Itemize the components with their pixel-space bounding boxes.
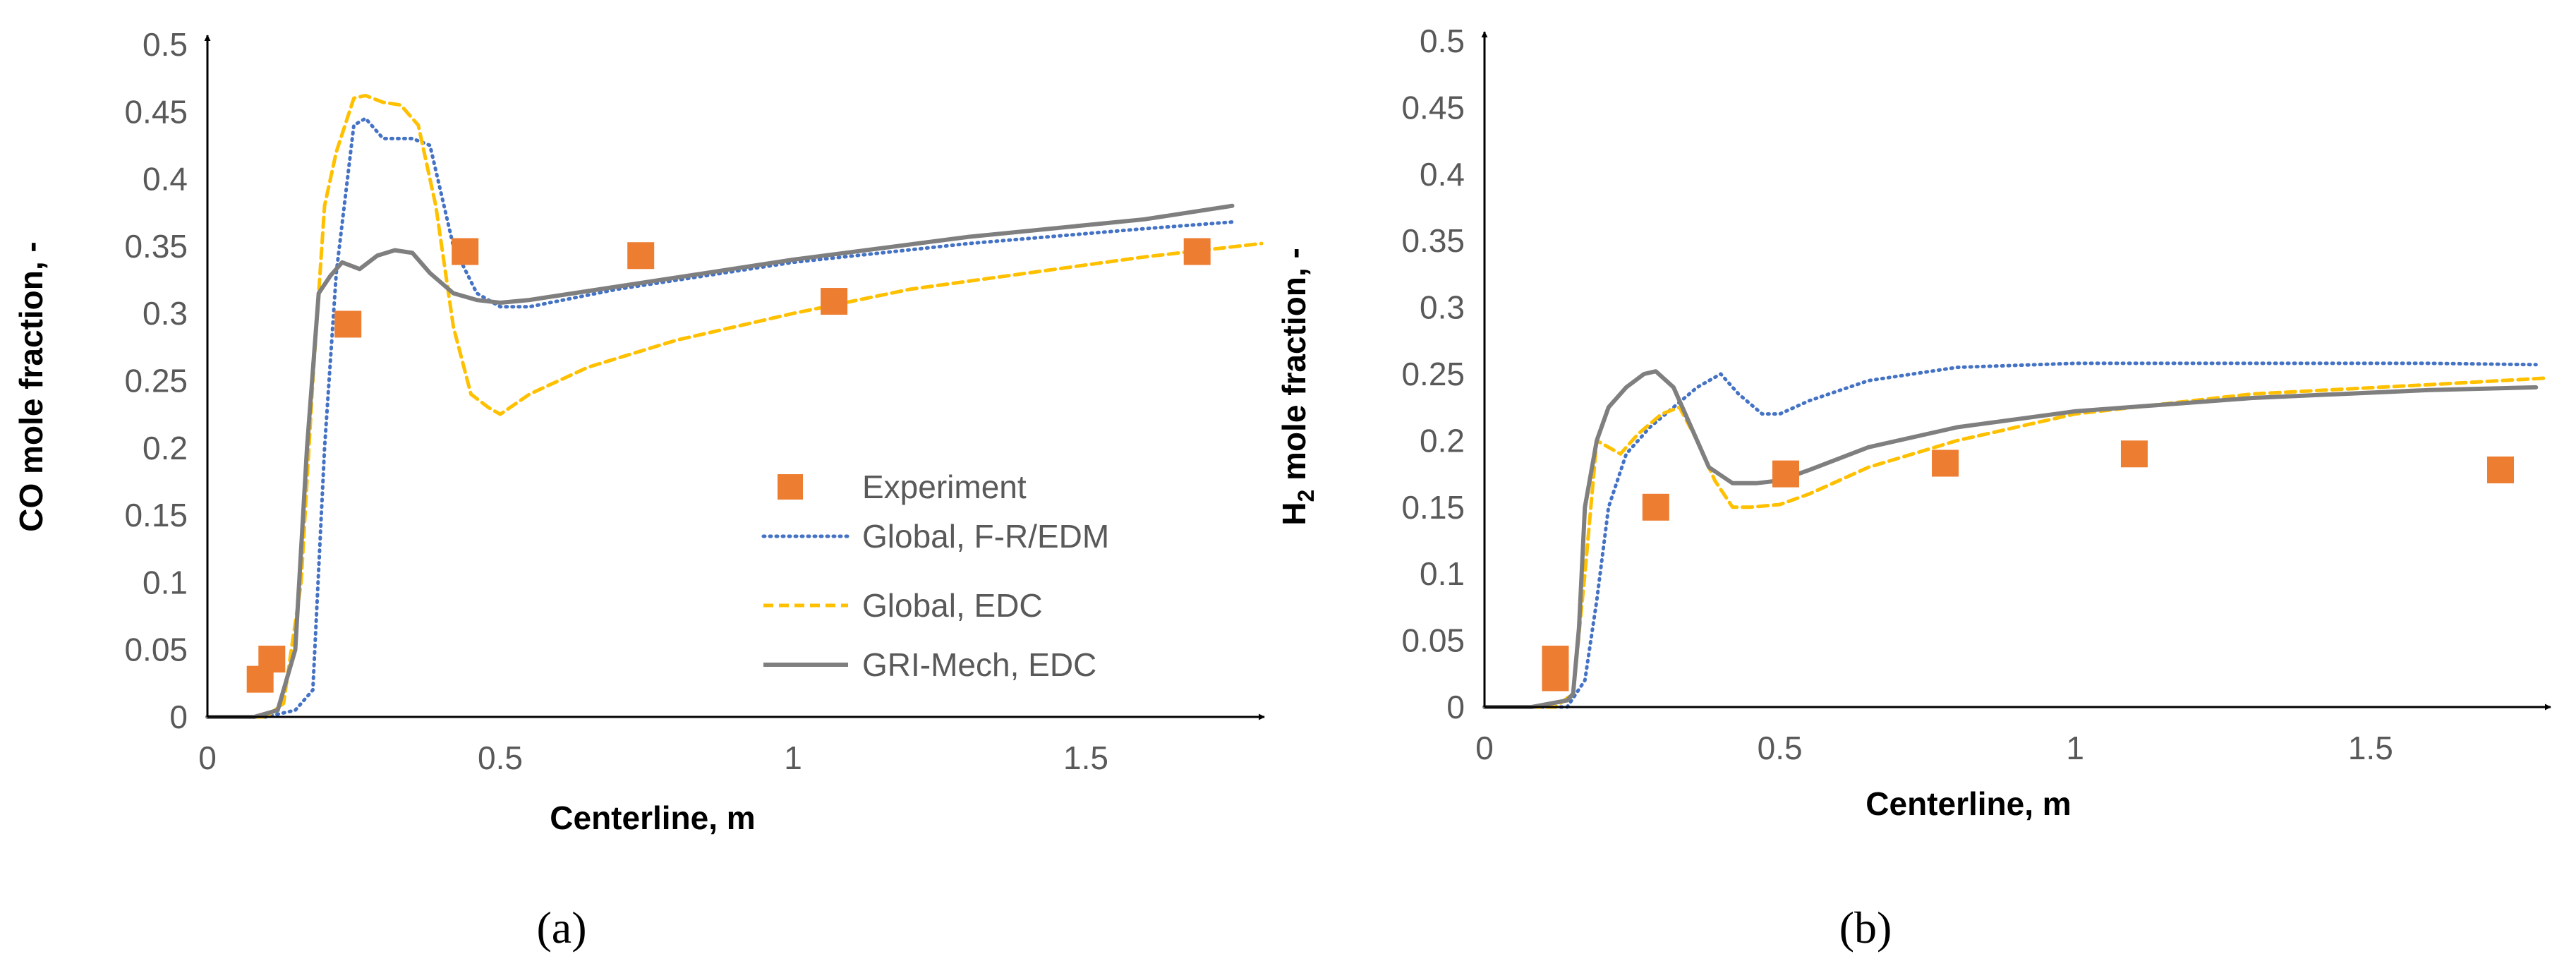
- data-point-experiment-a: [627, 242, 655, 270]
- y-axis-title-b-suffix: mole fraction, -: [1276, 248, 1312, 489]
- data-point-experiment-b: [1772, 460, 1799, 488]
- panel-label-a: (a): [536, 902, 586, 953]
- x-axis-title-a: Centerline, m: [550, 799, 755, 836]
- series-line-gri-mech-edc-b: [1482, 369, 2539, 709]
- data-point-experiment-a: [1183, 238, 1211, 265]
- series-line-global-edc-b: [1482, 376, 2550, 709]
- legend-label-experiment: Experiment: [862, 469, 1027, 505]
- data-point-experiment-a: [258, 646, 286, 673]
- y-tick-label: 0: [1446, 689, 1465, 725]
- x-tick-label: 0: [1475, 730, 1494, 766]
- y-tick-label: 0.3: [143, 295, 188, 332]
- y-tick-labels-a: 0 0.05 0.1 0.15 0.2 0.25 0.3 0.35 0.4 0.45 0.5: [124, 26, 188, 735]
- y-tick-label: 0.3: [1420, 289, 1465, 326]
- series-line-global-edc-a: [205, 93, 1264, 719]
- legend-label-global-fr-edm: Global, F-R/EDM: [862, 518, 1109, 555]
- x-tick-label: 1: [2066, 730, 2084, 766]
- chart-panel-b: 0 0.05 0.1 0.15 0.2 0.25 0.3 0.35 0.4 0.45 0.5 0 0.…: [1276, 23, 2551, 953]
- y-tick-label: 0.45: [124, 93, 188, 130]
- data-point-experiment-b: [2120, 440, 2148, 468]
- y-tick-label: 0.4: [143, 161, 188, 198]
- y-tick-label: 0.05: [124, 632, 188, 668]
- x-tick-label: 1.5: [2348, 730, 2393, 766]
- y-tick-label: 0.15: [1401, 489, 1465, 526]
- chart-panel-a: 0 0.05 0.1 0.15 0.2 0.25 0.3 0.35 0.4 0.45 0.5 0 0.…: [13, 26, 1265, 953]
- data-point-experiment-b: [2487, 456, 2515, 483]
- x-tick-label: 0.5: [1758, 730, 1803, 766]
- x-axis-title-b: Centerline, m: [1866, 785, 2071, 822]
- series-line-gri-mech-edc-a: [205, 203, 1235, 719]
- data-point-experiment-b: [1642, 493, 1669, 521]
- data-point-experiment-a: [821, 288, 848, 315]
- legend-item-gri-mech-edc: GRI-Mech, EDC: [763, 646, 1096, 683]
- y-tick-label: 0.5: [143, 26, 188, 63]
- legend-label-global-edc: Global, EDC: [862, 587, 1043, 624]
- y-tick-label: 0.35: [1401, 222, 1465, 259]
- y-tick-label: 0.5: [1420, 23, 1465, 59]
- legend-label-gri-mech-edc: GRI-Mech, EDC: [862, 646, 1096, 683]
- y-tick-label: 0: [169, 699, 188, 735]
- data-point-experiment-a: [452, 238, 479, 265]
- y-tick-label: 0.05: [1401, 622, 1465, 659]
- y-axis-title-b-subscript: 2: [1293, 490, 1319, 502]
- x-tick-labels-a: 0 0.5 1 1.5: [198, 739, 1108, 776]
- y-axis-title-b: H2 mole fraction, -: [1276, 248, 1319, 526]
- legend: Experiment Global, F-R/EDM Global, EDC G…: [761, 469, 1109, 683]
- y-tick-label: 0.15: [124, 497, 188, 533]
- x-tick-labels-b: 0 0.5 1 1.5: [1475, 730, 2393, 766]
- x-tick-label: 1.5: [1063, 739, 1108, 776]
- legend-swatch-experiment: [778, 474, 803, 500]
- plot-area-a: [205, 93, 1264, 719]
- y-tick-label: 0.25: [124, 363, 188, 399]
- series-line-global-f-r-edm-b: [1482, 361, 2538, 709]
- legend-item-global-fr-edm: Global, F-R/EDM: [761, 518, 1109, 555]
- y-axis-title-b-prefix: H: [1276, 502, 1312, 526]
- series-line-global-f-r-edm-a: [205, 116, 1234, 719]
- plot-area-b: [1482, 361, 2550, 709]
- y-tick-label: 0.35: [124, 228, 188, 265]
- panel-label-b: (b): [1839, 902, 1892, 953]
- y-tick-label: 0.1: [1420, 555, 1465, 592]
- x-tick-label: 1: [784, 739, 802, 776]
- x-tick-label: 0: [198, 739, 217, 776]
- y-tick-label: 0.2: [143, 430, 188, 466]
- y-axis-title-a: CO mole fraction, -: [13, 241, 49, 531]
- x-tick-label: 0.5: [478, 739, 523, 776]
- y-tick-labels-b: 0 0.05 0.1 0.15 0.2 0.25 0.3 0.35 0.4 0.45 0.5: [1401, 23, 1465, 725]
- y-tick-label: 0.25: [1401, 356, 1465, 392]
- y-tick-label: 0.4: [1420, 156, 1465, 193]
- y-tick-label: 0.45: [1401, 89, 1465, 126]
- legend-item-experiment: Experiment: [778, 469, 1027, 505]
- y-tick-label: 0.2: [1420, 422, 1465, 459]
- y-tick-label: 0.1: [143, 564, 188, 600]
- legend-item-global-edc: Global, EDC: [763, 587, 1043, 624]
- data-point-experiment-a: [334, 310, 362, 338]
- data-point-experiment-b: [1542, 646, 1569, 673]
- data-point-experiment-b: [1932, 449, 1959, 477]
